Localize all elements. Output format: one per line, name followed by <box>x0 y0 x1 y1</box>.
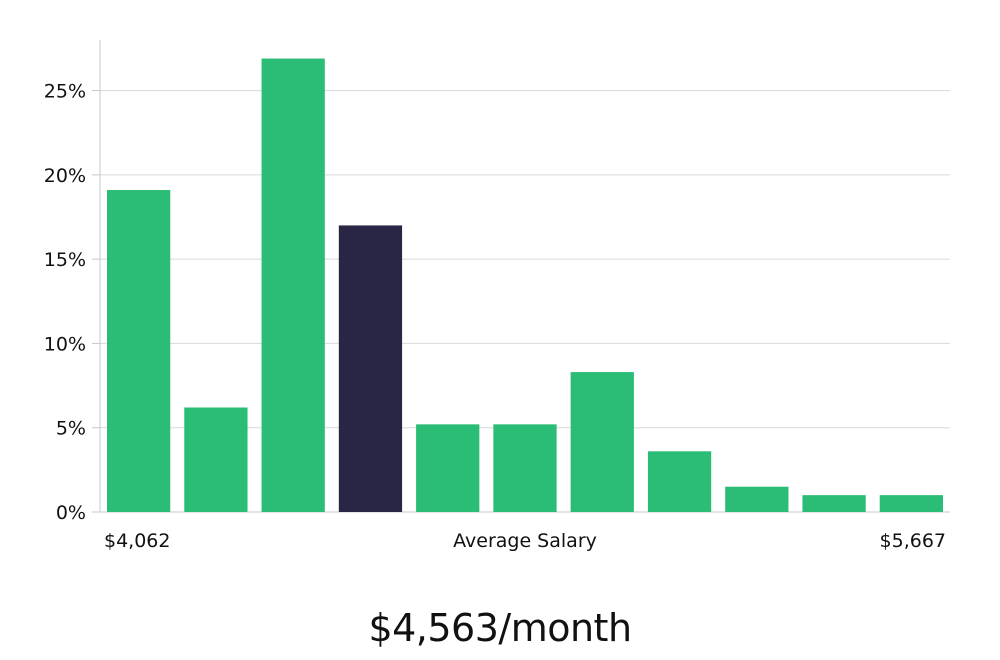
y-tick-label: 10% <box>44 333 86 355</box>
bar-highlighted <box>338 225 403 512</box>
bar <box>493 424 557 512</box>
x-max-label: $5,667 <box>880 530 946 552</box>
y-tick-label: 20% <box>44 165 86 187</box>
bar <box>879 495 943 512</box>
y-tick-label: 0% <box>56 502 86 524</box>
bar <box>570 372 634 512</box>
bar <box>184 407 248 512</box>
y-tick-label: 15% <box>44 249 86 271</box>
bar <box>261 58 325 512</box>
y-tick-label: 25% <box>44 81 86 103</box>
chart-svg: 0% 5% 10% 15% 20% 25% $4,062 Average Salary $5,6… <box>44 40 950 552</box>
average-salary-value: $4,563/month <box>368 606 632 650</box>
bar <box>647 451 712 512</box>
x-axis-label: Average Salary <box>453 530 597 552</box>
x-min-label: $4,062 <box>104 530 170 552</box>
salary-histogram: 0% 5% 10% 15% 20% 25% $4,062 Average Salary $5,6… <box>44 40 950 552</box>
bar <box>802 495 866 512</box>
bar <box>725 486 789 512</box>
bar <box>107 190 171 512</box>
y-tick-label: 5% <box>56 418 86 440</box>
bar <box>416 424 480 512</box>
